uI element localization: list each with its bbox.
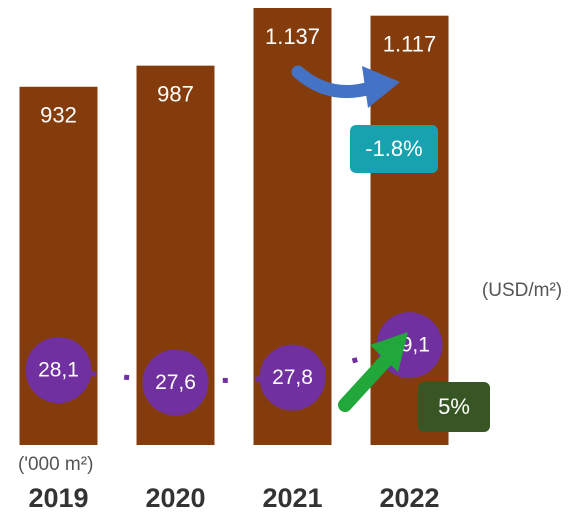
price-value-label: 27,8 <box>272 366 313 389</box>
price-value-label: 28,1 <box>38 359 79 382</box>
x-tick-label: 2021 <box>262 483 322 513</box>
x-tick-label: 2019 <box>28 483 88 513</box>
green-arrow <box>338 351 395 412</box>
blue-arrow-head <box>362 66 400 108</box>
x-tick-label: 2022 <box>379 483 439 513</box>
unit-label: (USD/m²) <box>482 280 562 301</box>
blue-arrow <box>291 65 377 99</box>
price-marker <box>25 337 92 404</box>
bar-value-label: 1.137 <box>265 24 320 49</box>
change-label: -1.8% <box>365 136 422 161</box>
bar-value-label: 987 <box>157 81 194 106</box>
x-tick-label: 2020 <box>145 483 205 513</box>
price-line <box>58 342 411 386</box>
change-label: 5% <box>438 394 470 419</box>
unit-label: ('000 m²) <box>18 454 93 475</box>
bar-value-label: 1.117 <box>383 31 436 56</box>
price-marker <box>142 349 209 416</box>
change-box <box>418 382 490 432</box>
change-box <box>350 125 438 173</box>
price-value-label: 27,6 <box>155 371 196 394</box>
bar-value-label: 932 <box>40 103 77 128</box>
price-marker <box>259 344 326 411</box>
green-arrow-head <box>370 332 408 372</box>
